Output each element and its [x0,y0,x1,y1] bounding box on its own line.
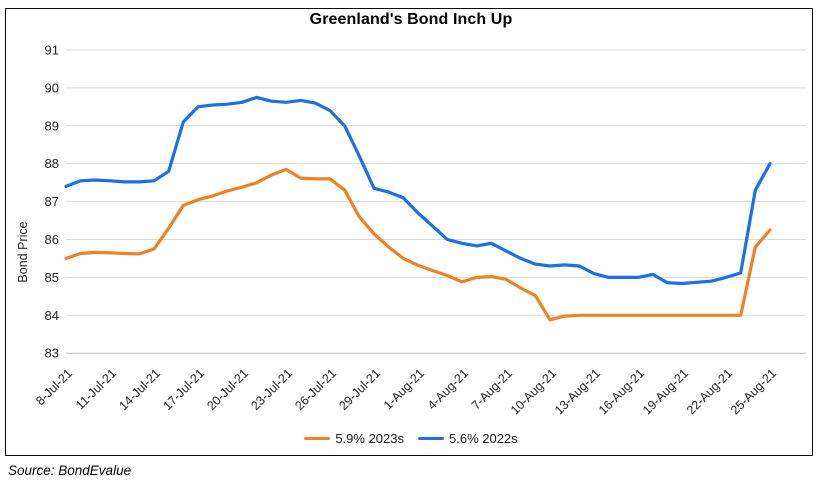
legend-item-2022s: 5.6% 2022s [418,431,518,446]
x-tick-label: 29-Jul-21 [336,366,383,413]
chart-border-frame [5,8,813,456]
series-line-5-6-2022s [64,95,772,286]
x-tick-label: 25-Aug-21 [728,366,779,417]
y-tick-label: 87 [45,194,59,209]
x-tick-label: 4-Aug-21 [425,366,471,412]
y-tick-label: 88 [45,156,59,171]
legend-label-2022s: 5.6% 2022s [449,431,518,446]
x-tick-label: 22-Aug-21 [684,366,735,417]
x-tick-label: 13-Aug-21 [552,366,603,417]
y-tick-label: 89 [45,118,59,133]
legend: 5.9% 2023s 5.6% 2022s [0,431,822,446]
x-tick-label: 11-Jul-21 [73,366,119,412]
x-tick-label: 26-Jul-21 [292,366,339,413]
x-tick-label: 17-Jul-21 [160,366,207,413]
legend-line-swatch-blue [418,436,444,441]
x-tick-label: 19-Aug-21 [640,366,691,417]
y-tick-label: 91 [45,43,59,58]
y-tick-label: 86 [45,232,59,247]
x-tick-label: 20-Jul-21 [204,366,251,413]
x-tick-label: 10-Aug-21 [508,366,559,417]
legend-line-swatch-orange [304,436,331,441]
chart-title: Greenland's Bond Inch Up [309,11,513,28]
legend-item-2023s: 5.9% 2023s [304,431,404,446]
y-tick-label: 84 [45,308,59,323]
y-axis-title: Bond Price [16,221,30,282]
x-tick-label: 14-Jul-21 [116,366,163,413]
x-tick-label: 7-Aug-21 [469,366,515,412]
legend-label-2023s: 5.9% 2023s [335,431,404,446]
series-line-5-9-2023s [64,167,772,322]
x-tick-label: 16-Aug-21 [596,366,647,417]
y-tick-label: 85 [45,270,59,285]
x-tick-label: 8-Jul-21 [33,366,75,408]
x-tick-label: 1-Aug-21 [381,366,427,412]
y-tick-label: 90 [45,80,59,95]
y-tick-label: 83 [45,346,59,361]
source-note: Source: BondEvalue [8,463,132,478]
x-tick-label: 23-Jul-21 [248,366,295,413]
